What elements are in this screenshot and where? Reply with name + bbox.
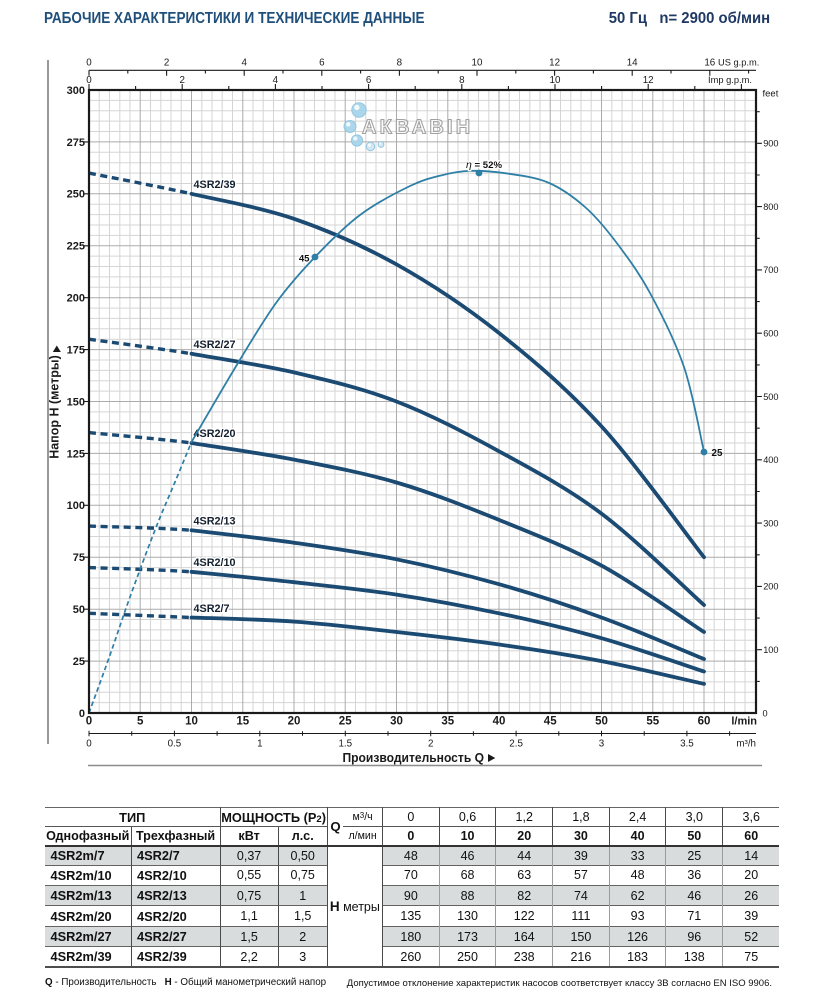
svg-text:1: 1 bbox=[257, 738, 262, 749]
svg-text:300: 300 bbox=[67, 85, 85, 97]
svg-text:0: 0 bbox=[86, 75, 92, 86]
svg-text:12: 12 bbox=[643, 75, 654, 86]
svg-text:m³/h: m³/h bbox=[736, 738, 756, 749]
svg-text:feet: feet bbox=[763, 89, 779, 100]
svg-text:400: 400 bbox=[763, 455, 778, 465]
svg-text:η = 52%: η = 52% bbox=[466, 159, 502, 171]
svg-text:45: 45 bbox=[544, 715, 557, 727]
svg-text:700: 700 bbox=[763, 265, 778, 275]
svg-text:4: 4 bbox=[273, 75, 279, 86]
svg-text:16: 16 bbox=[704, 57, 715, 68]
svg-text:100: 100 bbox=[763, 645, 778, 655]
svg-text:4SR2/27: 4SR2/27 bbox=[194, 339, 236, 351]
svg-text:5: 5 bbox=[137, 715, 144, 727]
svg-text:225: 225 bbox=[67, 241, 85, 253]
svg-text:10: 10 bbox=[472, 57, 483, 68]
svg-text:45: 45 bbox=[299, 254, 310, 265]
svg-text:20: 20 bbox=[288, 715, 301, 727]
svg-text:4SR2/39: 4SR2/39 bbox=[194, 179, 236, 191]
svg-text:175: 175 bbox=[67, 345, 85, 357]
svg-text:25: 25 bbox=[712, 448, 723, 459]
svg-text:8: 8 bbox=[459, 75, 465, 86]
svg-text:10: 10 bbox=[185, 715, 198, 727]
svg-text:Напор H (метры): Напор H (метры) bbox=[48, 355, 62, 459]
svg-text:l/min: l/min bbox=[731, 715, 757, 727]
svg-text:150: 150 bbox=[67, 396, 85, 408]
svg-text:0.5: 0.5 bbox=[168, 738, 182, 749]
svg-text:2: 2 bbox=[428, 738, 433, 749]
svg-text:275: 275 bbox=[67, 137, 85, 149]
svg-text:12: 12 bbox=[549, 57, 560, 68]
svg-text:55: 55 bbox=[646, 715, 659, 727]
svg-text:АКВАВІН: АКВАВІН bbox=[362, 117, 473, 139]
svg-text:30: 30 bbox=[390, 715, 403, 727]
svg-text:1.5: 1.5 bbox=[338, 738, 352, 749]
svg-text:0: 0 bbox=[86, 738, 92, 749]
svg-text:6: 6 bbox=[319, 57, 325, 68]
svg-text:0: 0 bbox=[79, 708, 85, 720]
svg-text:200: 200 bbox=[67, 293, 85, 305]
svg-text:0: 0 bbox=[86, 715, 92, 727]
svg-text:40: 40 bbox=[493, 715, 506, 727]
svg-text:2: 2 bbox=[179, 75, 184, 86]
svg-text:60: 60 bbox=[698, 715, 711, 727]
svg-text:US g.p.m.: US g.p.m. bbox=[718, 57, 759, 67]
svg-text:100: 100 bbox=[67, 500, 85, 512]
svg-text:4SR2/10: 4SR2/10 bbox=[194, 557, 236, 569]
svg-text:35: 35 bbox=[441, 715, 454, 727]
svg-text:0: 0 bbox=[763, 708, 768, 718]
svg-text:900: 900 bbox=[763, 139, 778, 149]
svg-text:15: 15 bbox=[236, 715, 249, 727]
svg-text:50: 50 bbox=[595, 715, 608, 727]
svg-text:250: 250 bbox=[67, 189, 85, 201]
svg-text:6: 6 bbox=[366, 75, 372, 86]
svg-text:50: 50 bbox=[73, 604, 85, 616]
svg-text:4SR2/20: 4SR2/20 bbox=[194, 428, 236, 440]
svg-text:14: 14 bbox=[627, 57, 638, 68]
svg-text:25: 25 bbox=[339, 715, 352, 727]
svg-text:4SR2/7: 4SR2/7 bbox=[194, 603, 230, 615]
svg-text:125: 125 bbox=[67, 448, 85, 460]
svg-text:3: 3 bbox=[599, 738, 605, 749]
svg-text:10: 10 bbox=[550, 75, 561, 86]
svg-text:600: 600 bbox=[763, 329, 778, 339]
svg-text:2: 2 bbox=[164, 57, 169, 68]
svg-text:4: 4 bbox=[241, 57, 247, 68]
svg-text:Imp g.p.m.: Imp g.p.m. bbox=[708, 75, 752, 85]
svg-text:3.5: 3.5 bbox=[680, 738, 694, 749]
svg-text:300: 300 bbox=[763, 518, 778, 528]
svg-text:800: 800 bbox=[763, 202, 778, 212]
svg-text:2.5: 2.5 bbox=[509, 738, 523, 749]
svg-text:75: 75 bbox=[73, 552, 85, 564]
svg-text:25: 25 bbox=[73, 656, 85, 668]
svg-text:500: 500 bbox=[763, 392, 778, 402]
svg-text:0: 0 bbox=[86, 57, 92, 68]
svg-text:200: 200 bbox=[763, 582, 778, 592]
svg-text:Производительность Q: Производительность Q bbox=[343, 751, 485, 765]
svg-text:4SR2/13: 4SR2/13 bbox=[194, 516, 236, 528]
svg-text:8: 8 bbox=[397, 57, 403, 68]
